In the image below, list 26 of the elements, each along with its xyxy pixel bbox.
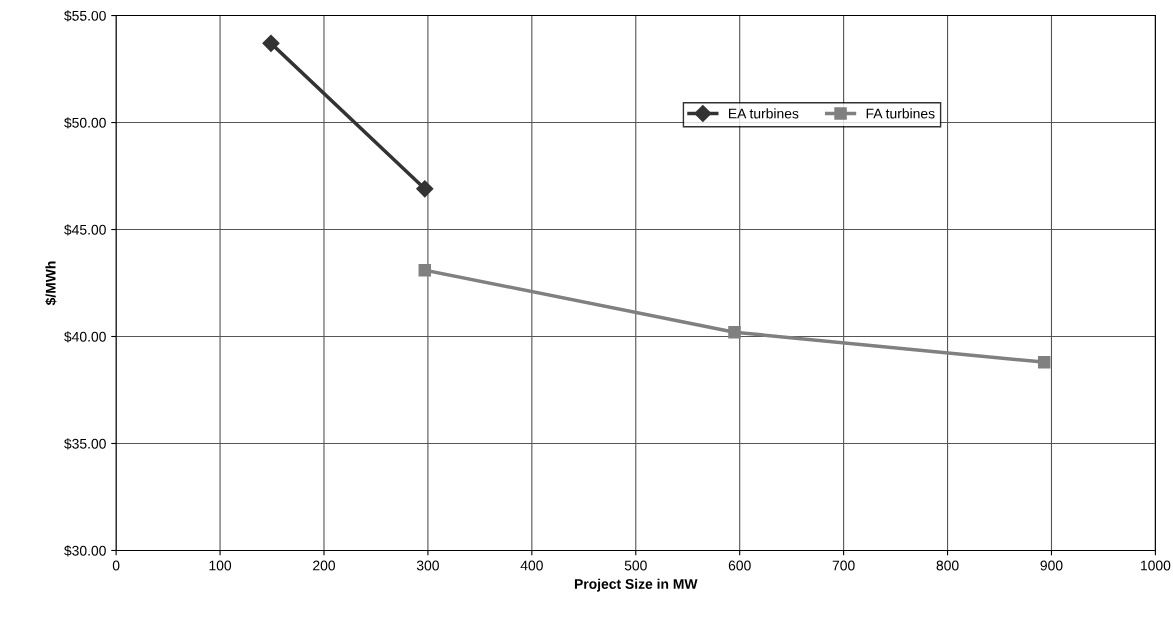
point: [1037, 355, 1051, 369]
x-tick-label: 200: [313, 560, 336, 571]
x-tick-label: 1000: [1141, 560, 1171, 571]
point: [262, 34, 280, 52]
y-tick-label: $45.00: [64, 224, 106, 236]
y-tick-label: $35.00: [64, 438, 106, 450]
legend-label: EA turbines: [729, 108, 799, 119]
legend-label: FA turbines: [866, 108, 935, 119]
x-tick-label: 600: [728, 560, 751, 571]
point: [728, 325, 741, 339]
x-axis-title: Project Size in MW: [574, 578, 698, 592]
y-tick-label: $30.00: [64, 545, 106, 557]
x-tick-label: 0: [112, 560, 120, 571]
point: [418, 263, 432, 277]
y-axis-title: $/MWh: [45, 261, 57, 306]
x-tick-label: 700: [832, 560, 855, 571]
y-tick-label: $40.00: [64, 331, 106, 343]
x-tick-label: 100: [209, 560, 232, 571]
x-tick-label: 800: [936, 560, 959, 571]
x-tick-label: 500: [624, 560, 647, 571]
point: [416, 180, 434, 198]
x-tick-label: 400: [520, 560, 543, 571]
y-tick-label: $55.00: [64, 10, 106, 22]
y-tick-label: $50.00: [64, 117, 106, 129]
x-tick-label: 300: [416, 560, 439, 571]
x-tick-label: 900: [1040, 560, 1063, 571]
